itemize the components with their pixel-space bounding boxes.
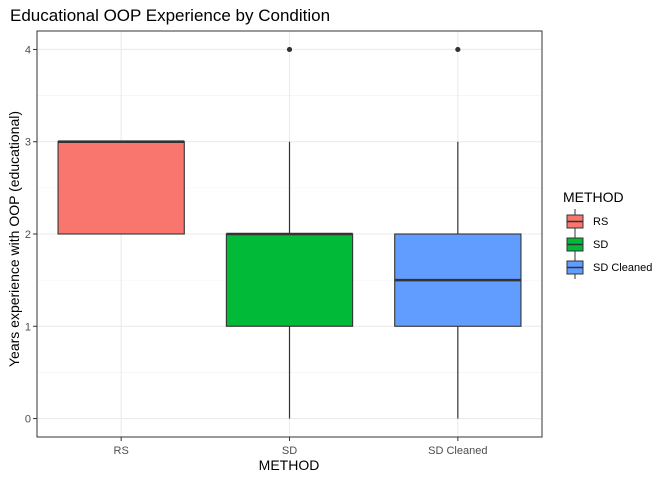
y-tick-label: 0 [25,414,31,426]
box-body [57,141,185,235]
legend-item: SD Cleaned [566,255,652,279]
box-rs [57,140,185,235]
legend-title: METHOD [563,189,624,205]
outlier-point [286,46,293,53]
legend: METHOD RS SD SD Cleaned [563,189,652,279]
x-tick-label: SD Cleaned [428,445,487,457]
box-body [225,233,354,327]
box-sd [225,46,354,419]
y-axis-ticks: 0 1 2 3 4 [25,44,37,426]
legend-label: SD [593,239,608,251]
y-tick-label: 2 [25,229,31,241]
x-axis-title: METHOD [259,457,320,473]
legend-label: SD Cleaned [593,262,652,274]
x-axis-ticks: RS SD SD Cleaned [114,437,487,457]
x-tick-label: RS [114,445,129,457]
chart-title: Educational OOP Experience by Condition [10,6,330,25]
box-sd-cleaned [394,46,522,419]
legend-item: SD [566,232,608,256]
x-tick-label: SD [282,445,297,457]
boxes [57,46,522,419]
legend-item: RS [566,209,608,233]
legend-label: RS [593,216,608,228]
y-axis-title: Years experience with OOP (educational) [6,111,22,367]
outlier-point [455,46,461,53]
y-tick-label: 1 [25,321,31,333]
y-tick-label: 3 [25,137,31,149]
y-tick-label: 4 [25,44,31,56]
